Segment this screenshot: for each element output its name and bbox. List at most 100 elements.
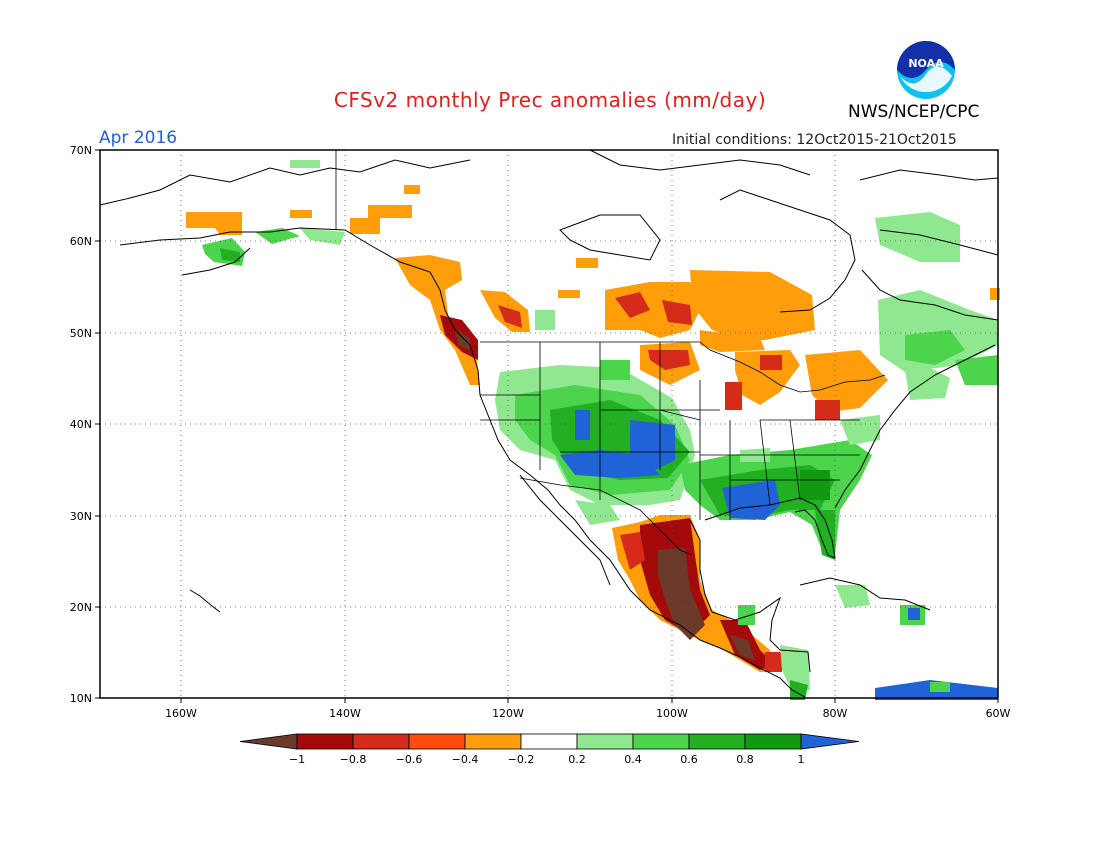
anomaly-patch — [735, 350, 800, 405]
colorbar-box — [576, 733, 634, 750]
anomaly-patch — [738, 605, 755, 625]
coastline — [519, 474, 611, 586]
anomaly-patch — [186, 212, 242, 235]
colorbar-label: −1 — [289, 753, 305, 766]
anomaly-patch — [220, 248, 240, 262]
colorbar-label: 0.4 — [624, 753, 642, 766]
anomaly-patch — [725, 382, 742, 410]
colorbar-label: −0.2 — [508, 753, 535, 766]
anomaly-patch — [558, 290, 580, 298]
anomaly-patch — [905, 330, 965, 365]
anomaly-patch — [700, 330, 765, 352]
lon-label: 120W — [492, 707, 524, 720]
colorbar-box — [520, 733, 578, 750]
lon-label: 60W — [986, 707, 1011, 720]
lat-label: 70N — [70, 144, 92, 157]
colorbar: −1 −0.8 −0.6 −0.4 −0.2 0.2 0.4 0.6 0.8 1 — [239, 733, 860, 766]
anomaly-patch — [600, 360, 630, 380]
us-mexico-border — [519, 477, 693, 556]
anomaly-patch — [835, 585, 870, 608]
coastline — [119, 227, 806, 698]
forecast-month: Apr 2016 — [99, 128, 178, 148]
anomaly-patch — [730, 635, 755, 660]
noaa-logo-icon: NOAA — [897, 41, 955, 99]
anomaly-patch — [498, 305, 522, 328]
coastline — [689, 519, 811, 673]
anomaly-patch — [908, 608, 920, 620]
colorbar-box — [352, 733, 410, 750]
colorbar-arrow-high — [800, 733, 860, 750]
lat-labels: 70N 60N 50N 40N 30N 20N 10N — [70, 144, 92, 705]
lat-label: 60N — [70, 235, 92, 248]
lon-label: 140W — [329, 707, 361, 720]
anomaly-patch — [575, 500, 620, 525]
anomaly-patch — [560, 450, 660, 478]
state-lines — [480, 342, 860, 520]
anomaly-patch — [350, 218, 380, 234]
axis-ticks — [95, 149, 999, 703]
anomaly-patch — [455, 330, 470, 350]
lat-label: 50N — [70, 327, 92, 340]
colorbar-label: −0.6 — [396, 753, 423, 766]
coastline — [859, 169, 999, 181]
lat-label: 20N — [70, 601, 92, 614]
anomaly-patch — [535, 310, 555, 330]
anomaly-patch — [576, 258, 598, 268]
coastline — [834, 344, 996, 509]
coastline — [719, 189, 856, 313]
anomaly-patch — [800, 470, 830, 500]
anomaly-patch — [648, 350, 690, 370]
lat-label: 30N — [70, 510, 92, 523]
colorbar-box — [688, 733, 746, 750]
us-canada-border — [480, 341, 886, 393]
initial-conditions: Initial conditions: 12Oct2015-21Oct2015 — [672, 132, 957, 148]
coastline — [861, 269, 999, 321]
anomaly-patch — [395, 255, 480, 385]
anomaly-patch — [290, 160, 320, 168]
anomaly-patch — [815, 510, 835, 560]
anomaly-patch — [575, 410, 590, 440]
anomaly-patch — [615, 292, 650, 318]
anomaly-patch — [300, 228, 345, 245]
lon-label: 80W — [823, 707, 848, 720]
anomaly-shading — [186, 160, 1000, 700]
anomaly-patch — [722, 480, 780, 520]
anomaly-patch — [255, 228, 300, 244]
chart-title: CFSv2 monthly Prec anomalies (mm/day) — [333, 88, 767, 112]
coastline — [99, 159, 471, 206]
colorbar-box — [408, 733, 466, 750]
anomaly-patch — [658, 548, 705, 640]
logo-text: NOAA — [908, 57, 944, 70]
colorbar-label: 0.2 — [568, 753, 586, 766]
anomaly-patch — [815, 400, 840, 420]
agency-label: NWS/NCEP/CPC — [848, 102, 980, 122]
lat-label: 40N — [70, 418, 92, 431]
colorbar-label: 0.8 — [736, 753, 754, 766]
lat-label: 10N — [70, 692, 92, 705]
colorbar-label: 0.6 — [680, 753, 698, 766]
colorbar-box — [632, 733, 690, 750]
colorbar-label: −0.4 — [452, 753, 479, 766]
colorbar-arrow-low — [239, 733, 298, 750]
anomaly-patch — [760, 355, 782, 370]
coastline — [879, 229, 999, 256]
anomaly-patch — [662, 300, 692, 325]
anomaly-patch — [790, 680, 808, 700]
anomaly-patch — [620, 532, 645, 570]
colorbar-label: −0.8 — [340, 753, 367, 766]
anomaly-patch — [690, 270, 815, 340]
anomaly-patch — [840, 415, 880, 445]
colorbar-box — [296, 733, 354, 750]
anomaly-patch — [930, 682, 950, 692]
anomaly-patch — [765, 652, 782, 672]
coastline — [799, 577, 931, 611]
coastline — [189, 589, 221, 613]
anomaly-patch — [290, 210, 312, 218]
anomaly-patch — [955, 355, 998, 385]
coastline — [181, 247, 251, 276]
lon-label: 100W — [656, 707, 688, 720]
lon-label: 160W — [165, 707, 197, 720]
coastline — [589, 149, 811, 176]
coastlines — [99, 149, 999, 698]
